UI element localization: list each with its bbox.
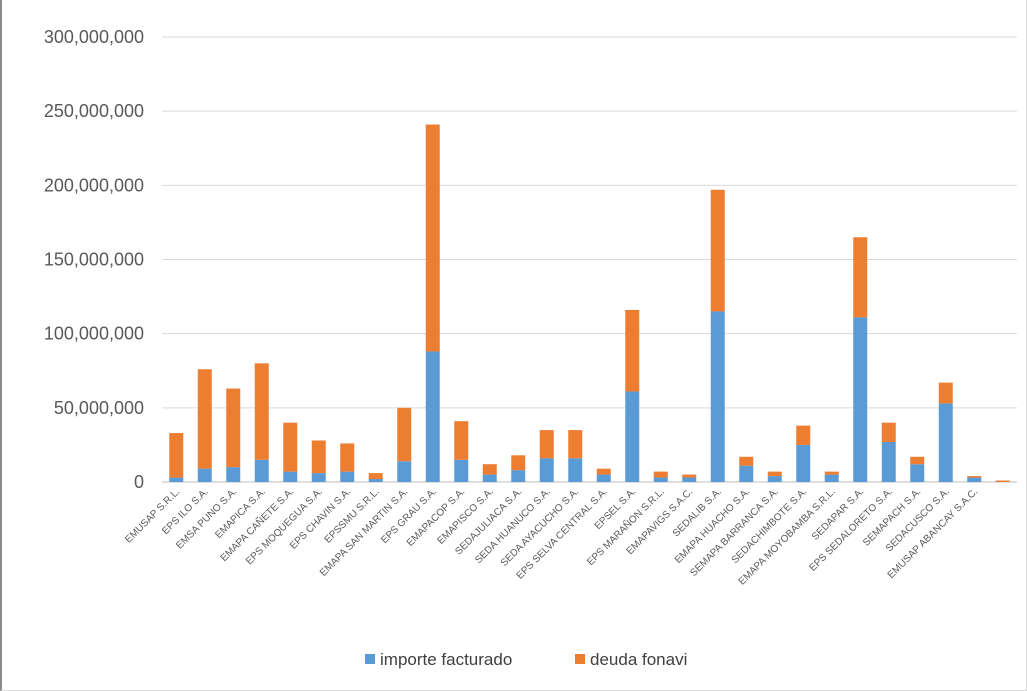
bar-segment-deuda-fonavi	[824, 471, 839, 475]
bar-segment-deuda-fonavi	[568, 430, 583, 459]
bar-segment-deuda-fonavi	[739, 456, 754, 466]
legend-label-importe-facturado: importe facturado	[380, 650, 512, 669]
legend-swatch-deuda-fonavi	[575, 654, 585, 664]
x-tick-label: EMAPICA S.A.	[213, 486, 268, 541]
bar-segment-deuda-fonavi	[425, 124, 440, 352]
bar-segment-importe-facturado	[482, 474, 497, 482]
bar-segment-importe-facturado	[853, 317, 868, 482]
bar-segment-importe-facturado	[625, 391, 640, 482]
bar-segment-deuda-fonavi	[539, 430, 554, 459]
bar-segment-deuda-fonavi	[682, 474, 697, 478]
legend: importe facturado deuda fonavi	[365, 650, 687, 669]
y-axis: 0 50,000,000 100,000,000 150,000,000 200,000…	[44, 27, 144, 492]
bar-segment-deuda-fonavi	[254, 363, 269, 460]
y-tick-label: 300,000,000	[44, 27, 144, 47]
bar-segment-importe-facturado	[682, 477, 697, 482]
legend-label-deuda-fonavi: deuda fonavi	[590, 650, 687, 669]
bar-segment-importe-facturado	[454, 459, 469, 482]
bar-segment-importe-facturado	[710, 311, 725, 482]
x-axis: EMUSAP S.R.L.EPS ILO S.A.EMSA PUNO S.A.E…	[123, 485, 980, 588]
bar-segment-deuda-fonavi	[767, 471, 782, 477]
y-tick-label: 50,000,000	[54, 398, 144, 418]
bar-segment-importe-facturado	[397, 461, 412, 482]
bar-segment-importe-facturado	[368, 479, 383, 482]
bar-segment-deuda-fonavi	[311, 440, 326, 474]
bar-segment-deuda-fonavi	[283, 422, 298, 472]
bar-segment-deuda-fonavi	[995, 480, 1010, 482]
bar-segment-importe-facturado	[824, 474, 839, 482]
bar-segment-importe-facturado	[226, 467, 241, 482]
bar-segment-deuda-fonavi	[710, 189, 725, 312]
y-tick-label: 0	[134, 472, 144, 492]
bar-segment-importe-facturado	[539, 458, 554, 482]
bar-segment-importe-facturado	[881, 441, 896, 482]
bar-segment-importe-facturado	[283, 471, 298, 482]
bar-segment-deuda-fonavi	[653, 471, 668, 478]
bar-segment-deuda-fonavi	[397, 407, 412, 462]
y-tick-label: 150,000,000	[44, 250, 144, 270]
bar-segment-importe-facturado	[910, 464, 925, 482]
bar-segment-importe-facturado	[340, 471, 355, 482]
bar-segment-importe-facturado	[739, 465, 754, 482]
bar-segment-importe-facturado	[511, 470, 526, 482]
bar-segment-importe-facturado	[653, 477, 668, 482]
bar-segment-importe-facturado	[967, 477, 982, 482]
bar-segment-deuda-fonavi	[340, 443, 355, 472]
bar-segment-deuda-fonavi	[910, 456, 925, 465]
gridlines	[162, 36, 1017, 483]
bar-segment-deuda-fonavi	[197, 369, 212, 469]
bar-segment-importe-facturado	[596, 474, 611, 482]
bar-segment-deuda-fonavi	[454, 421, 469, 460]
bar-segment-importe-facturado	[311, 473, 326, 482]
bar-segment-importe-facturado	[938, 403, 953, 482]
bar-segment-importe-facturado	[169, 477, 184, 482]
bar-segment-deuda-fonavi	[511, 455, 526, 471]
bar-segment-deuda-fonavi	[853, 237, 868, 318]
bar-segment-deuda-fonavi	[938, 382, 953, 404]
bar-segment-importe-facturado	[425, 351, 440, 482]
legend-swatch-importe-facturado	[365, 654, 375, 664]
bar-segment-importe-facturado	[254, 459, 269, 482]
bar-segment-importe-facturado	[568, 458, 583, 482]
y-tick-label: 100,000,000	[44, 324, 144, 344]
bar-segment-deuda-fonavi	[625, 309, 640, 392]
bar-segment-deuda-fonavi	[226, 388, 241, 468]
bars	[169, 124, 1010, 482]
bar-segment-importe-facturado	[767, 476, 782, 482]
bar-segment-importe-facturado	[197, 468, 212, 482]
bar-segment-importe-facturado	[796, 444, 811, 482]
bar-segment-deuda-fonavi	[169, 433, 184, 478]
bar-segment-deuda-fonavi	[967, 476, 982, 478]
bar-segment-deuda-fonavi	[368, 473, 383, 480]
bar-segment-deuda-fonavi	[881, 422, 896, 442]
bar-segment-deuda-fonavi	[482, 464, 497, 475]
bar-segment-deuda-fonavi	[596, 468, 611, 475]
y-tick-label: 250,000,000	[44, 101, 144, 121]
y-tick-label: 200,000,000	[44, 175, 144, 195]
bar-segment-deuda-fonavi	[796, 425, 811, 445]
